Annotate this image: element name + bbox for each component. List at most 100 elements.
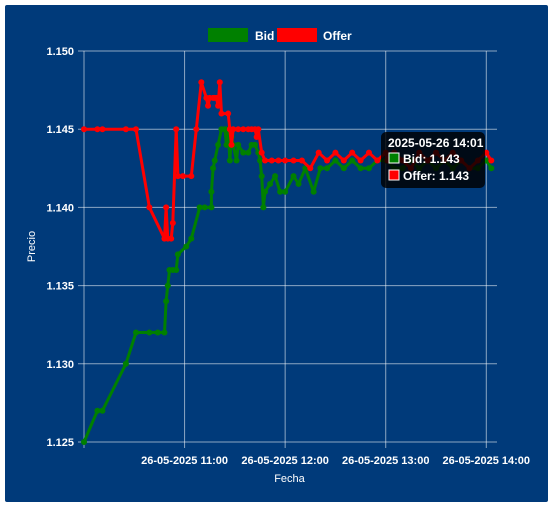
data-point-bid (262, 188, 269, 195)
data-point-bid (196, 204, 203, 211)
tooltip-swatch-offer (388, 169, 400, 181)
data-point-bid (174, 251, 181, 258)
data-point-offer (230, 126, 237, 133)
data-point-offer (349, 149, 356, 156)
data-point-bid (188, 235, 195, 242)
data-point-bid (233, 157, 240, 164)
data-point-offer (258, 149, 265, 156)
data-point-bid (99, 407, 106, 414)
data-point-bid (295, 180, 302, 187)
legend[interactable]: Bid Offer (208, 28, 352, 43)
data-point-bid (235, 141, 242, 148)
data-point-offer (213, 94, 220, 101)
data-point-offer (298, 157, 305, 164)
data-point-bid (163, 298, 170, 305)
data-point-offer (99, 126, 106, 133)
data-point-offer (179, 173, 186, 180)
data-point-bid (154, 329, 161, 336)
chart-panel: 1.125 1.130 1.135 1.140 1.145 1.150 26-05-202… (5, 5, 548, 502)
data-point-offer (315, 149, 322, 156)
data-point-offer (81, 126, 87, 133)
legend-label-bid[interactable]: Bid (255, 29, 274, 43)
data-point-bid (210, 165, 217, 172)
data-point-bid (257, 157, 264, 164)
data-point-bid (146, 329, 153, 336)
data-point-offer (307, 165, 314, 172)
legend-swatch-bid[interactable] (208, 28, 248, 42)
y-tick-label: 1.140 (46, 202, 74, 214)
tooltip-title: 2025-05-26 14:01 (388, 136, 484, 150)
data-point-offer (174, 173, 181, 180)
y-tick-label: 1.145 (46, 124, 74, 136)
data-point-bid (258, 173, 265, 180)
data-point-offer (169, 220, 176, 227)
data-point-bid (94, 407, 101, 414)
data-point-offer (262, 157, 269, 164)
data-point-offer (374, 157, 381, 164)
data-point-bid (340, 165, 347, 172)
price-line-chart[interactable]: 1.125 1.130 1.135 1.140 1.145 1.150 26-05-202… (5, 5, 548, 502)
x-axis-ticks: 26-05-2025 11:00 26-05-2025 12:00 26-05-20… (141, 455, 530, 467)
x-tick-label: 26-05-2025 12:00 (241, 455, 328, 467)
data-point-offer (268, 157, 275, 164)
x-tick-label: 26-05-2025 14:00 (443, 455, 530, 467)
data-point-bid (310, 188, 317, 195)
data-point-bid (267, 180, 274, 187)
data-point-offer (225, 110, 232, 117)
tooltip-swatch-bid (388, 152, 400, 164)
data-point-offer (228, 141, 235, 148)
data-point-bid (226, 157, 233, 164)
tooltip-offer-value: Offer: 1.143 (403, 169, 469, 183)
data-point-bid (211, 157, 218, 164)
data-point-bid (215, 141, 222, 148)
data-point-bid (260, 204, 267, 211)
data-point-bid (201, 204, 208, 211)
data-point-bid (161, 329, 168, 336)
data-point-bid (81, 439, 87, 445)
data-point-offer (215, 102, 222, 109)
tooltip-background (381, 132, 485, 188)
data-point-offer (282, 157, 289, 164)
data-point-bid (183, 243, 190, 250)
data-point-bid (290, 173, 297, 180)
data-point-offer (365, 149, 372, 156)
data-point-bid (132, 329, 139, 336)
data-point-bid (282, 188, 289, 195)
y-axis-ticks: 1.125 1.130 1.135 1.140 1.145 1.150 (46, 46, 74, 449)
data-point-bid (488, 165, 495, 172)
data-point-offer (216, 79, 223, 86)
data-point-offer (255, 126, 262, 133)
data-point-bid (223, 141, 230, 148)
x-tick-label: 26-05-2025 11:00 (141, 455, 228, 467)
data-point-bid (357, 165, 364, 172)
legend-swatch-offer[interactable] (277, 28, 317, 42)
x-axis-title: Fecha (274, 473, 305, 485)
data-point-offer (205, 102, 212, 109)
data-point-offer (94, 126, 101, 133)
y-tick-label: 1.150 (46, 46, 74, 58)
tooltip-bid-value: Bid: 1.143 (403, 152, 460, 166)
data-point-offer (332, 149, 339, 156)
data-point-bid (365, 165, 372, 172)
data-point-bid (251, 141, 258, 148)
data-point-offer (132, 126, 139, 133)
data-point-offer (488, 157, 495, 164)
data-point-offer (240, 126, 247, 133)
data-point-bid (122, 360, 129, 367)
data-point-bid (349, 157, 356, 164)
data-point-offer (173, 126, 180, 133)
data-point-bid (332, 157, 339, 164)
data-point-offer (198, 79, 205, 86)
data-point-offer (146, 204, 153, 211)
data-point-offer (275, 157, 282, 164)
data-point-bid (240, 149, 247, 156)
y-tick-label: 1.125 (46, 437, 74, 449)
data-point-bid (164, 282, 171, 289)
data-point-bid (272, 173, 279, 180)
legend-label-offer[interactable]: Offer (323, 29, 352, 43)
data-point-offer (253, 134, 260, 141)
data-point-offer (122, 126, 129, 133)
data-point-bid (245, 149, 252, 156)
data-point-bid (324, 165, 331, 172)
